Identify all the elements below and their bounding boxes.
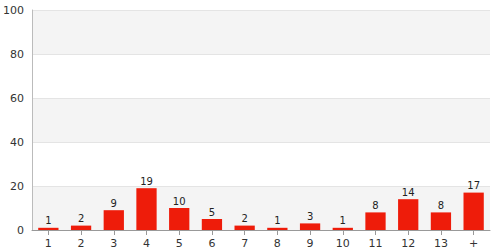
svg-text:0: 0 [17, 224, 24, 237]
svg-text:2: 2 [78, 213, 84, 224]
svg-text:5: 5 [176, 237, 183, 250]
svg-text:8: 8 [438, 200, 444, 211]
svg-text:20: 20 [10, 180, 24, 193]
svg-text:9: 9 [111, 198, 117, 209]
svg-text:10: 10 [173, 196, 186, 207]
svg-text:2: 2 [78, 237, 85, 250]
svg-text:7: 7 [241, 237, 248, 250]
svg-text:4: 4 [143, 237, 150, 250]
svg-text:1: 1 [340, 215, 346, 226]
svg-text:11: 11 [369, 237, 383, 250]
svg-text:+: + [469, 237, 478, 250]
svg-text:12: 12 [401, 237, 415, 250]
svg-text:19: 19 [140, 176, 153, 187]
svg-text:40: 40 [10, 136, 24, 149]
svg-text:9: 9 [307, 237, 314, 250]
svg-text:5: 5 [209, 207, 215, 218]
svg-text:3: 3 [110, 237, 117, 250]
svg-text:1: 1 [45, 215, 51, 226]
svg-text:1: 1 [274, 215, 280, 226]
svg-text:17: 17 [467, 180, 480, 191]
svg-text:60: 60 [10, 92, 24, 105]
svg-text:80: 80 [10, 48, 24, 61]
svg-text:1: 1 [45, 237, 52, 250]
svg-text:14: 14 [402, 187, 415, 198]
svg-text:2: 2 [241, 213, 247, 224]
svg-text:6: 6 [208, 237, 215, 250]
svg-text:100: 100 [3, 4, 24, 17]
svg-text:8: 8 [274, 237, 281, 250]
svg-text:10: 10 [336, 237, 350, 250]
svg-text:3: 3 [307, 211, 313, 222]
svg-text:8: 8 [372, 200, 378, 211]
svg-text:13: 13 [434, 237, 448, 250]
